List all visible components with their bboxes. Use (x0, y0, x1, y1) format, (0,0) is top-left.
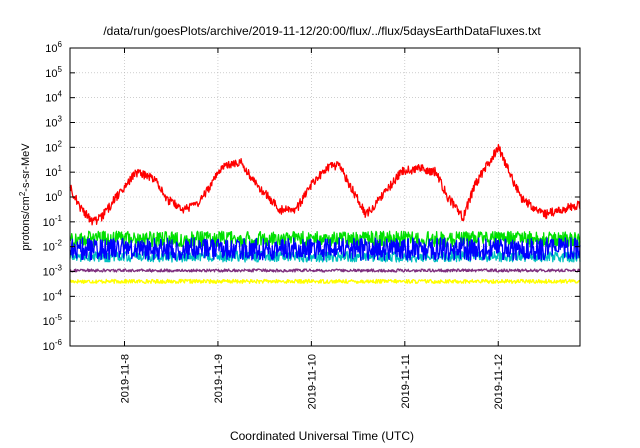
y-tick-label: 10-3 (43, 264, 63, 279)
y-tick-exponent: 1 (58, 164, 63, 173)
y-tick-exponent: 2 (58, 139, 63, 148)
y-tick-label: 10-6 (43, 338, 63, 353)
y-tick-base: 10 (45, 93, 57, 105)
x-tick-label: 2019-11-8 (120, 354, 132, 403)
y-tick-exponent: 4 (58, 90, 63, 99)
y-tick-base: 10 (45, 68, 57, 80)
series-line-1 (69, 268, 581, 273)
series-line-0 (69, 278, 581, 285)
y-tick-exponent: -3 (55, 264, 63, 273)
x-axis: 2019-11-8 2019-11-9 2019-11-10 2019-11-11 20… (120, 48, 505, 409)
y-axis-label: protons/cm2-s-sr-MeV (18, 143, 32, 251)
y-tick-exponent: -6 (55, 338, 63, 347)
x-tick-label: 2019-11-11 (400, 354, 412, 409)
series-line-5 (69, 143, 581, 226)
chart-series (69, 143, 581, 285)
y-tick-exponent: 5 (58, 65, 63, 74)
y-tick-base: 10 (45, 43, 57, 55)
y-tick-label: 10-1 (43, 214, 63, 229)
x-tick-label: 2019-11-9 (213, 354, 225, 403)
y-tick-base: 10 (43, 341, 55, 353)
y-tick-base: 10 (45, 118, 57, 130)
y-tick-base: 10 (45, 167, 57, 179)
y-tick-label: 10-2 (43, 239, 63, 254)
y-axis-label-superscript: 2 (18, 191, 27, 196)
y-tick-base: 10 (45, 142, 57, 154)
y-tick-label: 10-5 (43, 313, 63, 328)
y-tick-base: 10 (43, 267, 55, 279)
y-tick-exponent: 6 (58, 40, 63, 49)
y-tick-label: 103 (45, 115, 62, 130)
y-tick-exponent: 0 (58, 189, 63, 198)
x-axis-label: Coordinated Universal Time (UTC) (230, 429, 414, 443)
y-tick-base: 10 (43, 217, 55, 229)
y-tick-base: 10 (45, 192, 57, 204)
y-tick-label: 106 (45, 40, 62, 55)
y-tick-base: 10 (43, 316, 55, 328)
y-tick-label: 101 (45, 164, 62, 179)
x-tick-label: 2019-11-10 (306, 354, 318, 409)
y-tick-label: 10-4 (43, 288, 63, 303)
y-tick-exponent: -1 (55, 214, 63, 223)
y-tick-exponent: -4 (55, 288, 63, 297)
y-tick-base: 10 (43, 242, 55, 254)
y-tick-label: 100 (45, 189, 62, 204)
y-axis-label-rest: -s-sr-MeV (20, 143, 32, 192)
y-tick-base: 10 (43, 291, 55, 303)
y-tick-exponent: -5 (55, 313, 63, 322)
y-tick-label: 104 (45, 90, 62, 105)
y-axis: 10-610-510-410-310-210-11001011021031041… (43, 40, 580, 353)
x-tick-label: 2019-11-12 (493, 354, 505, 409)
y-axis-label-main: protons/cm (20, 196, 32, 250)
y-tick-label: 105 (45, 65, 62, 80)
chart-grid (70, 48, 580, 346)
y-tick-exponent: 3 (58, 115, 63, 124)
series-line-4 (69, 237, 581, 261)
y-tick-exponent: -2 (55, 239, 63, 248)
chart-title: /data/run/goesPlots/archive/2019-11-12/2… (103, 24, 541, 38)
y-tick-label: 102 (45, 139, 62, 154)
